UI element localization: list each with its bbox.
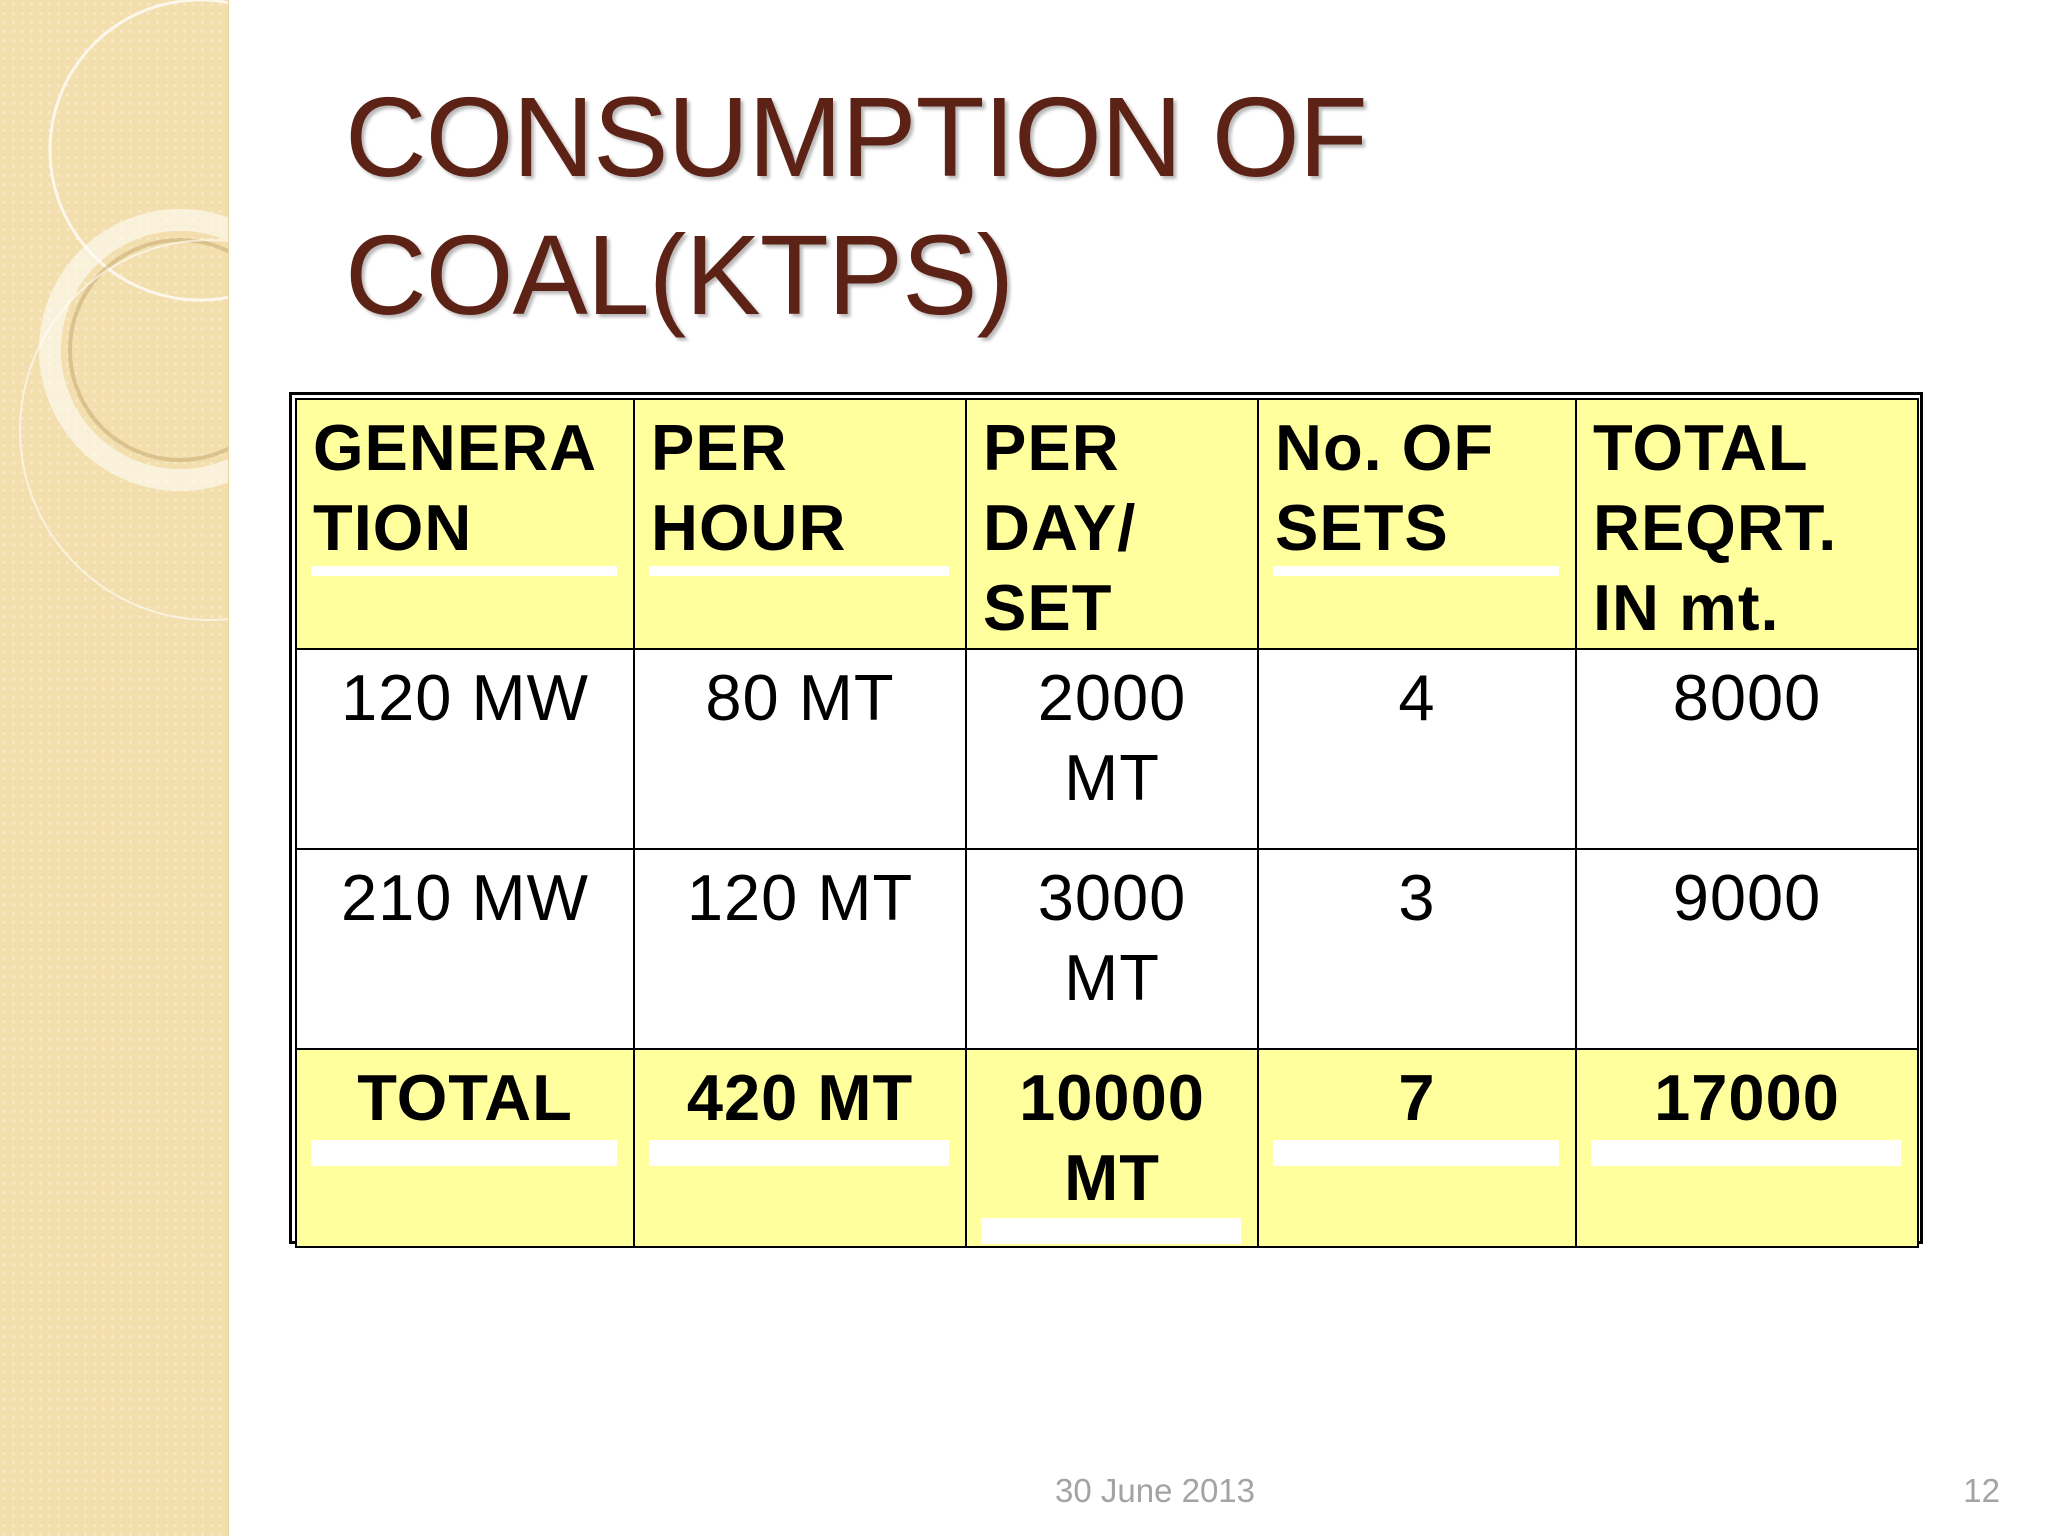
coal-consumption-table: GENERA TION PER HOUR PER DAY/ SET No. OF… xyxy=(289,392,1923,1248)
table-row: 210 MW 120 MT 3000 MT 3 9000 xyxy=(295,848,1919,1050)
header-label: PER DAY/ SET xyxy=(983,411,1137,644)
cell-value: 4 xyxy=(1398,661,1436,734)
highlight-bar xyxy=(1591,1140,1901,1166)
highlight-bar xyxy=(649,1140,949,1166)
cell-value: 17000 xyxy=(1654,1061,1840,1134)
cell-value: 120 MT xyxy=(686,861,914,934)
header-label: GENERA TION xyxy=(313,411,598,564)
table-cell: 3000 MT xyxy=(965,848,1259,1050)
highlight-bar xyxy=(1273,566,1559,576)
footer-date: 30 June 2013 xyxy=(1054,1472,1255,1509)
highlight-bar xyxy=(981,1218,1241,1244)
cell-value: 210 MW xyxy=(340,861,589,934)
cell-value: 8000 xyxy=(1672,661,1822,734)
header-label: TOTAL REQRT. IN mt. xyxy=(1593,411,1838,644)
title-line-1: CONSUMPTION OF xyxy=(345,74,1368,200)
highlight-bar xyxy=(311,566,617,576)
header-cell-total-reqrt: TOTAL REQRT. IN mt. xyxy=(1575,398,1919,650)
header-cell-no-of-sets: No. OF SETS xyxy=(1257,398,1577,650)
title-line-2: COAL(KTPS) xyxy=(345,212,1014,338)
table-cell: 120 MT xyxy=(633,848,967,1050)
decorative-circles xyxy=(19,0,228,621)
total-cell: 7 xyxy=(1257,1048,1577,1248)
table-cell: 9000 xyxy=(1575,848,1919,1050)
total-cell: TOTAL xyxy=(295,1048,635,1248)
cell-value: 80 MT xyxy=(705,661,895,734)
cell-value: 7 xyxy=(1398,1061,1436,1134)
table-total-row: TOTAL 420 MT 10000 MT 7 17000 xyxy=(295,1048,1919,1248)
table-header-row: GENERA TION PER HOUR PER DAY/ SET No. OF… xyxy=(295,398,1919,650)
header-cell-per-day-set: PER DAY/ SET xyxy=(965,398,1259,650)
table-cell: 8000 xyxy=(1575,648,1919,850)
header-cell-per-hour: PER HOUR xyxy=(633,398,967,650)
header-label: No. OF SETS xyxy=(1275,411,1495,564)
highlight-bar xyxy=(1273,1140,1559,1166)
cell-value: 3000 MT xyxy=(1037,861,1187,1014)
total-cell: 420 MT xyxy=(633,1048,967,1248)
table-cell: 4 xyxy=(1257,648,1577,850)
total-cell: 17000 xyxy=(1575,1048,1919,1248)
cell-value: 420 MT xyxy=(686,1061,914,1134)
cell-value: 10000 MT xyxy=(1019,1061,1205,1214)
cell-value: 9000 xyxy=(1672,861,1822,934)
header-label: PER HOUR xyxy=(651,411,847,564)
table-cell: 2000 MT xyxy=(965,648,1259,850)
cell-value: TOTAL xyxy=(357,1061,573,1134)
table-cell: 80 MT xyxy=(633,648,967,850)
header-cell-generation: GENERA TION xyxy=(295,398,635,650)
table-row: 120 MW 80 MT 2000 MT 4 8000 xyxy=(295,648,1919,850)
highlight-bar xyxy=(649,566,949,576)
decorative-side-band xyxy=(0,0,229,1536)
highlight-bar xyxy=(311,1140,617,1166)
cell-value: 120 MW xyxy=(340,661,589,734)
cell-value: 2000 MT xyxy=(1037,661,1187,814)
table-cell: 120 MW xyxy=(295,648,635,850)
total-cell: 10000 MT xyxy=(965,1048,1259,1248)
table-cell: 3 xyxy=(1257,848,1577,1050)
cell-value: 3 xyxy=(1398,861,1436,934)
page-number: 12 xyxy=(1963,1472,2000,1509)
table-cell: 210 MW xyxy=(295,848,635,1050)
slide-title: CONSUMPTION OF COAL(KTPS) xyxy=(345,68,1845,344)
